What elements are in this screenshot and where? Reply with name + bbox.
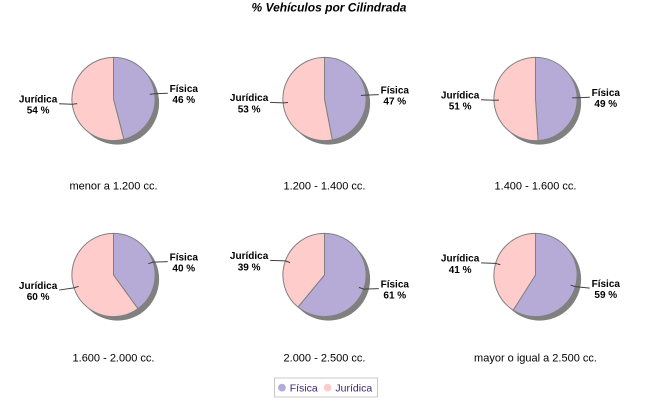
svg-text:1.200 - 1.400 cc.: 1.200 - 1.400 cc. [284, 181, 366, 193]
svg-text:Física: Física [592, 279, 621, 290]
svg-text:61 %: 61 % [383, 291, 406, 302]
svg-text:Jurídica: Jurídica [19, 94, 58, 105]
svg-text:Física: Física [381, 279, 410, 290]
svg-text:% Vehículos por Cilindrada: % Vehículos por Cilindrada [252, 1, 407, 15]
svg-text:Jurídica: Jurídica [19, 281, 58, 292]
svg-text:Física: Física [290, 383, 318, 395]
svg-text:41 %: 41 % [449, 265, 472, 276]
svg-text:49 %: 49 % [594, 99, 617, 110]
svg-text:54 %: 54 % [27, 106, 50, 117]
svg-text:39 %: 39 % [238, 262, 261, 273]
svg-text:51 %: 51 % [449, 102, 472, 113]
svg-text:Jurídica: Jurídica [230, 251, 269, 262]
svg-text:60 %: 60 % [27, 292, 50, 303]
svg-text:Física: Física [592, 88, 621, 99]
svg-text:59 %: 59 % [594, 290, 617, 301]
svg-text:Jurídica: Jurídica [335, 383, 372, 395]
svg-text:Física: Física [170, 84, 199, 95]
svg-text:Jurídica: Jurídica [441, 254, 480, 265]
svg-text:47 %: 47 % [383, 97, 406, 108]
svg-text:Jurídica: Jurídica [230, 93, 269, 104]
svg-text:menor a 1.200 cc.: menor a 1.200 cc. [69, 181, 157, 193]
svg-text:Física: Física [170, 252, 199, 263]
svg-text:53 %: 53 % [238, 104, 261, 115]
svg-text:2.000 - 2.500 cc.: 2.000 - 2.500 cc. [284, 353, 366, 365]
svg-text:Física: Física [381, 85, 410, 96]
svg-text:40 %: 40 % [172, 264, 195, 275]
svg-text:Jurídica: Jurídica [441, 91, 480, 102]
svg-text:46 %: 46 % [172, 95, 195, 106]
svg-text:1.400 - 1.600 cc.: 1.400 - 1.600 cc. [495, 181, 577, 193]
svg-text:mayor o igual a 2.500 cc.: mayor o igual a 2.500 cc. [474, 353, 597, 365]
svg-text:1.600 - 2.000 cc.: 1.600 - 2.000 cc. [73, 353, 155, 365]
